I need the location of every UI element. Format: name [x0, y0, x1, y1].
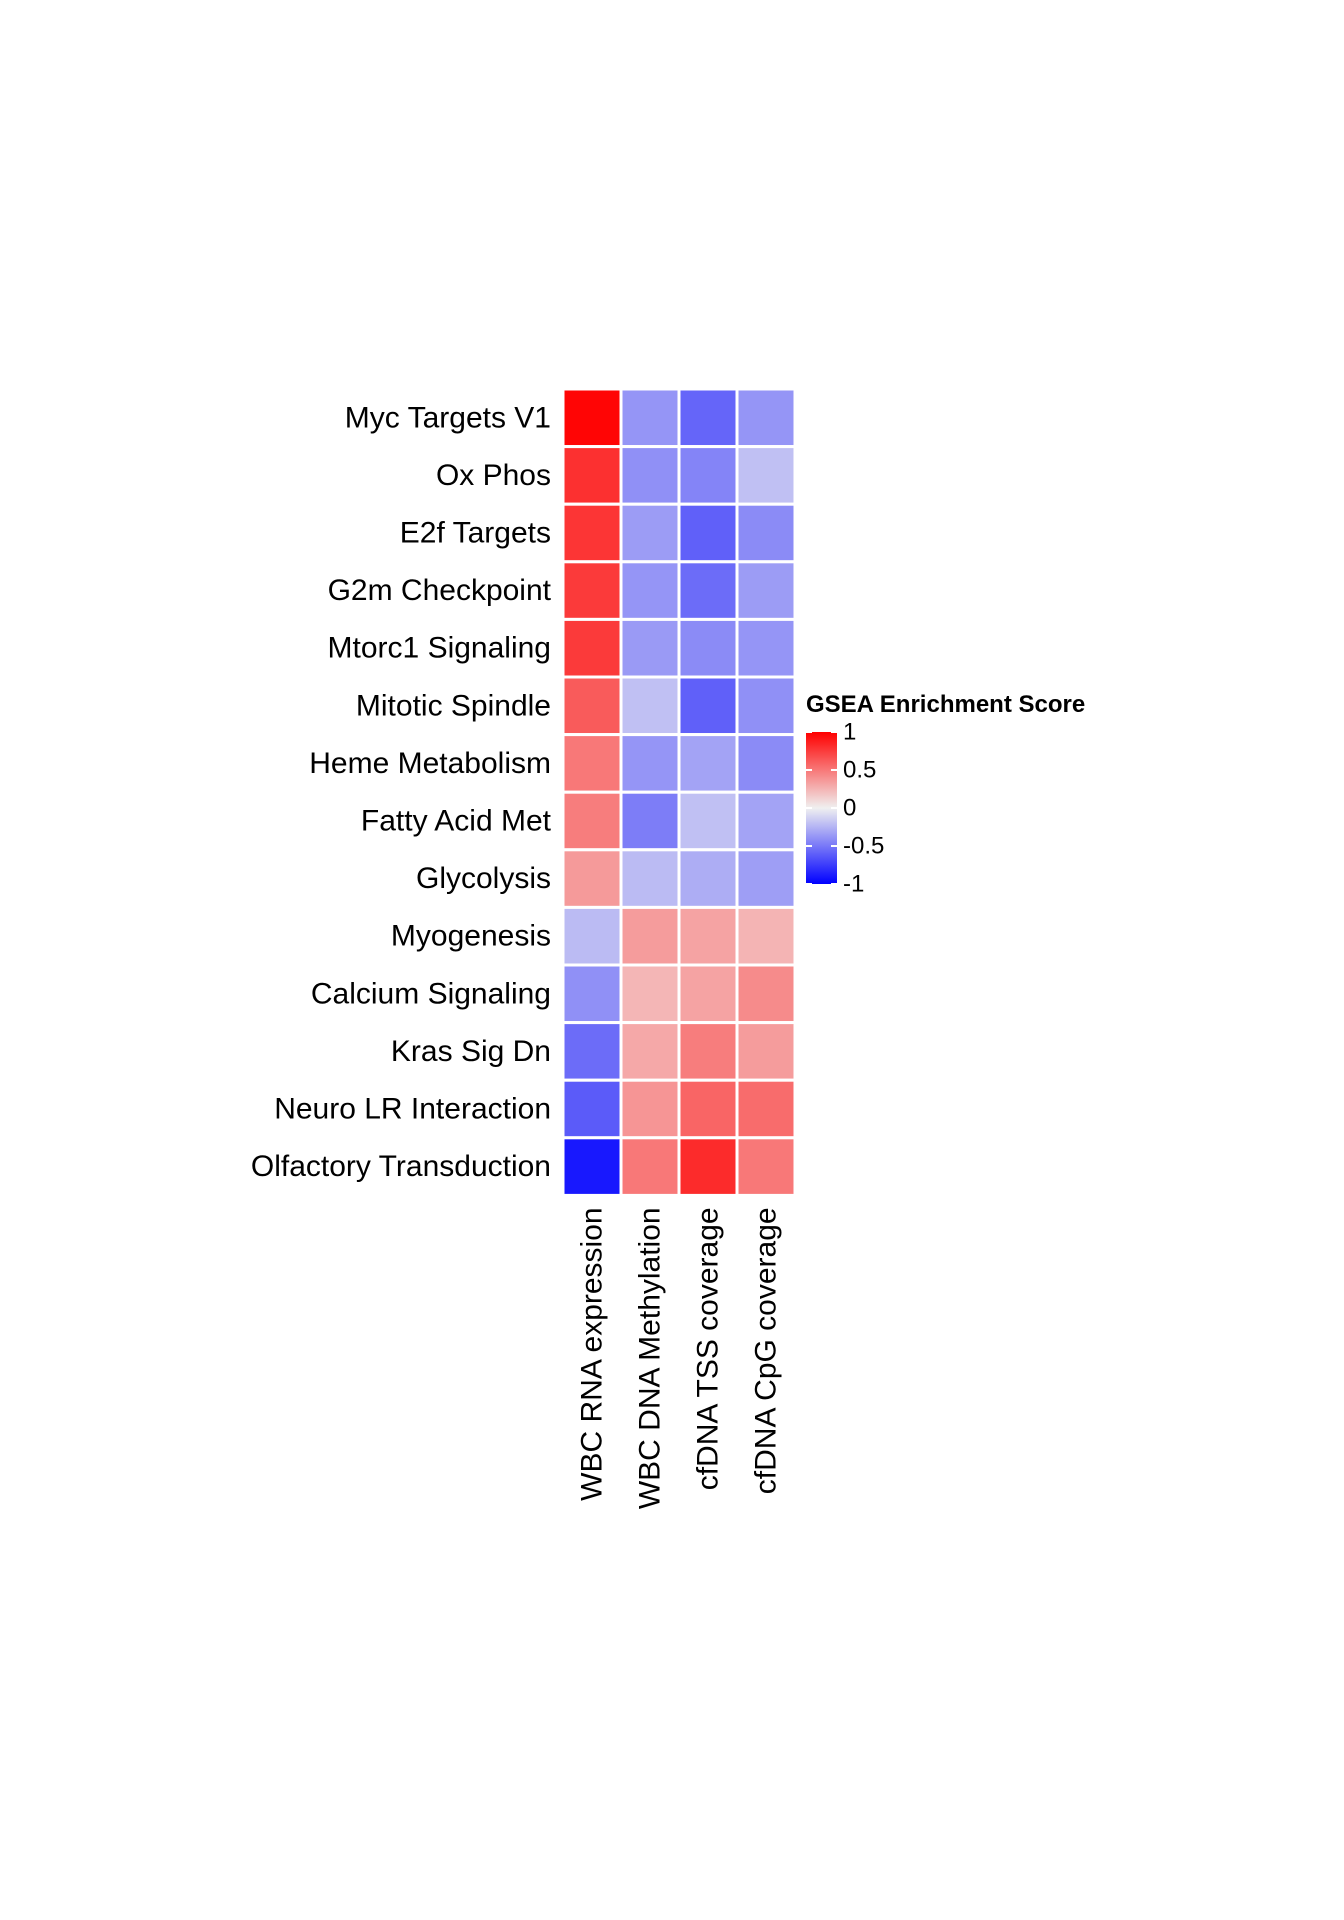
row-label: Calcium Signaling	[311, 977, 551, 1010]
column-label: cfDNA CpG coverage	[750, 1207, 783, 1494]
heatmap-cells	[561, 387, 797, 1197]
heatmap-cell	[619, 675, 681, 737]
heatmap-cell	[619, 963, 681, 1025]
heatmap-cell	[619, 502, 681, 564]
row-label: G2m Checkpoint	[328, 574, 552, 607]
heatmap-cell	[677, 560, 739, 621]
heatmap-cell	[619, 1136, 681, 1197]
heatmap-cell	[677, 848, 739, 909]
row-labels: Myc Targets V1 Ox Phos E2f Targets G2m Chec…	[251, 401, 552, 1183]
heatmap-cell	[735, 617, 797, 679]
heatmap-cell	[561, 790, 623, 852]
row-label: Heme Metabolism	[309, 747, 551, 780]
heatmap-cell	[561, 1136, 623, 1197]
heatmap-cell	[619, 905, 681, 967]
legend-tick-label: -0.5	[843, 833, 884, 860]
legend-ticks: 1 0.5 0 -0.5 -1	[806, 719, 884, 898]
heatmap-cell	[677, 675, 739, 737]
heatmap-cell	[677, 1021, 739, 1082]
row-label: Ox Phos	[436, 459, 551, 492]
heatmap-cell	[735, 502, 797, 564]
heatmap-cell	[561, 1021, 623, 1082]
heatmap-cell	[735, 790, 797, 852]
row-label: Mtorc1 Signaling	[328, 632, 551, 665]
heatmap-cell	[561, 387, 623, 449]
heatmap-cell	[735, 1021, 797, 1082]
heatmap-cell	[735, 963, 797, 1025]
heatmap-cell	[619, 790, 681, 852]
heatmap-cell	[735, 848, 797, 909]
heatmap-cell	[677, 963, 739, 1025]
row-label: Kras Sig Dn	[391, 1035, 551, 1068]
heatmap-cell	[735, 387, 797, 449]
heatmap-cell	[619, 848, 681, 909]
heatmap-cell	[677, 387, 739, 449]
heatmap-cell	[561, 1078, 623, 1140]
heatmap-cell	[735, 560, 797, 621]
heatmap-cell	[735, 1136, 797, 1197]
heatmap-cell	[561, 560, 623, 621]
heatmap-cell	[677, 905, 739, 967]
heatmap-cell	[677, 1136, 739, 1197]
row-label: Myc Targets V1	[345, 401, 551, 434]
heatmap-cell	[619, 1021, 681, 1082]
heatmap-cell	[735, 445, 797, 506]
column-labels: WBC RNA expression WBC DNA Methylation cfD…	[576, 1207, 783, 1509]
row-label: Neuro LR Interaction	[274, 1093, 551, 1126]
heatmap-cell	[619, 387, 681, 449]
row-label: Glycolysis	[416, 862, 551, 895]
row-label: Myogenesis	[391, 920, 551, 953]
row-label: Mitotic Spindle	[356, 689, 551, 722]
heatmap-cell	[735, 675, 797, 737]
heatmap-cell	[735, 905, 797, 967]
heatmap-cell	[619, 445, 681, 506]
row-label: Olfactory Transduction	[251, 1150, 551, 1183]
heatmap-cell	[677, 733, 739, 794]
legend-tick-label: 0.5	[843, 757, 876, 784]
legend-tick-label: 1	[843, 719, 856, 746]
heatmap-cell	[735, 733, 797, 794]
heatmap-cell	[677, 790, 739, 852]
heatmap-cell	[561, 502, 623, 564]
heatmap-cell	[561, 617, 623, 679]
heatmap-cell	[677, 1078, 739, 1140]
heatmap-cell	[619, 617, 681, 679]
legend-title: GSEA Enrichment Score	[806, 691, 1085, 718]
heatmap-cell	[735, 1078, 797, 1140]
heatmap-cell	[619, 1078, 681, 1140]
legend-tick-label: -1	[843, 871, 864, 898]
row-label: E2f Targets	[400, 517, 551, 550]
heatmap-cell	[619, 733, 681, 794]
heatmap-cell	[677, 445, 739, 506]
heatmap-cell	[561, 963, 623, 1025]
heatmap-cell	[561, 445, 623, 506]
heatmap-cell	[561, 733, 623, 794]
legend-tick-label: 0	[843, 795, 856, 822]
heatmap-cell	[561, 675, 623, 737]
row-label: Fatty Acid Met	[361, 805, 552, 838]
column-label: WBC RNA expression	[576, 1207, 609, 1500]
color-legend: GSEA Enrichment Score 1 0.5 0 -0.5 -1	[806, 691, 1085, 898]
column-label: cfDNA TSS coverage	[692, 1207, 725, 1490]
heatmap-cell	[677, 617, 739, 679]
heatmap-cell	[561, 905, 623, 967]
heatmap-cell	[619, 560, 681, 621]
heatmap-cell	[561, 848, 623, 909]
heatmap-cell	[677, 502, 739, 564]
column-label: WBC DNA Methylation	[634, 1207, 667, 1509]
